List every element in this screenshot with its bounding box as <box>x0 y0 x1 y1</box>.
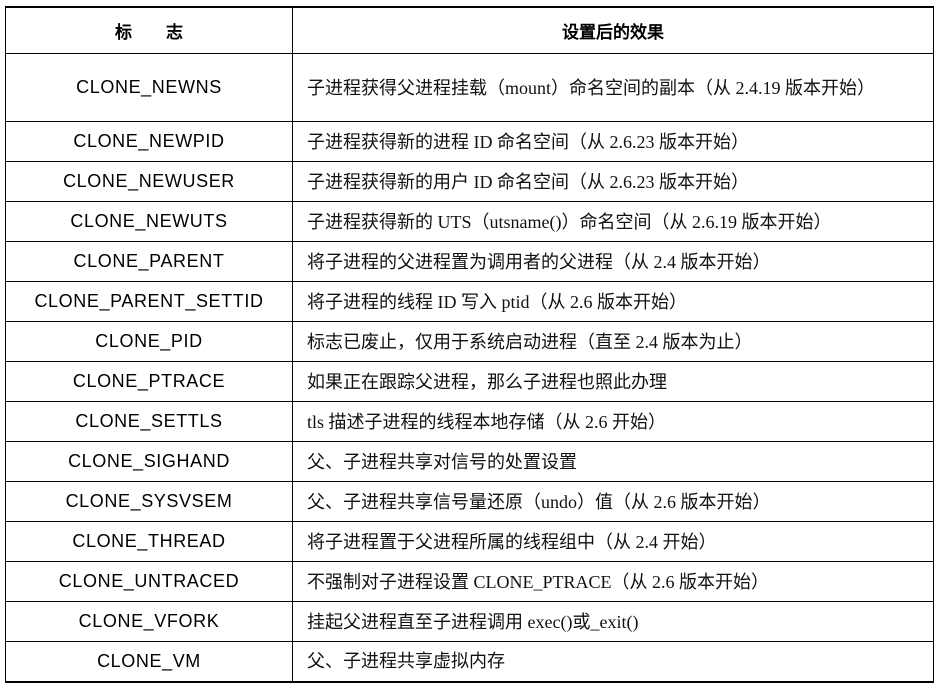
effect-cell: 子进程获得新的用户 ID 命名空间（从 2.6.23 版本开始） <box>292 161 934 202</box>
effect-cell: 子进程获得父进程挂载（mount）命名空间的副本（从 2.4.19 版本开始） <box>292 53 934 122</box>
effect-cell: 父、子进程共享对信号的处置设置 <box>292 441 934 482</box>
flag-cell: CLONE_SIGHAND <box>5 441 293 482</box>
flag-cell: CLONE_THREAD <box>5 521 293 562</box>
effect-cell: tls 描述子进程的线程本地存储（从 2.6 开始） <box>292 401 934 442</box>
table-row: CLONE_NEWNS 子进程获得父进程挂载（mount）命名空间的副本（从 2.… <box>5 53 934 122</box>
table-row: CLONE_NEWPID 子进程获得新的进程 ID 命名空间（从 2.6.23 版… <box>5 121 934 162</box>
effect-cell: 挂起父进程直至子进程调用 exec()或_exit() <box>292 601 934 642</box>
flag-cell: CLONE_NEWPID <box>5 121 293 162</box>
table-body: CLONE_NEWNS 子进程获得父进程挂载（mount）命名空间的副本（从 2.… <box>5 53 934 682</box>
flag-cell: CLONE_PID <box>5 321 293 362</box>
flag-cell: CLONE_VFORK <box>5 601 293 642</box>
table-row: CLONE_VFORK 挂起父进程直至子进程调用 exec()或_exit() <box>5 601 934 642</box>
effect-cell: 将子进程置于父进程所属的线程组中（从 2.4 开始） <box>292 521 934 562</box>
flag-cell: CLONE_PTRACE <box>5 361 293 402</box>
header-effect: 设置后的效果 <box>292 6 934 54</box>
table-row: CLONE_THREAD 将子进程置于父进程所属的线程组中（从 2.4 开始） <box>5 521 934 562</box>
flag-cell: CLONE_PARENT <box>5 241 293 282</box>
flag-cell: CLONE_VM <box>5 641 293 682</box>
effect-cell: 不强制对子进程设置 CLONE_PTRACE（从 2.6 版本开始） <box>292 561 934 602</box>
flag-cell: CLONE_NEWUTS <box>5 201 293 242</box>
effect-cell: 父、子进程共享信号量还原（undo）值（从 2.6 版本开始） <box>292 481 934 522</box>
flag-cell: CLONE_SYSVSEM <box>5 481 293 522</box>
flag-cell: CLONE_NEWNS <box>5 53 293 122</box>
table-row: CLONE_PARENT_SETTID 将子进程的线程 ID 写入 ptid（从 … <box>5 281 934 322</box>
flag-cell: CLONE_NEWUSER <box>5 161 293 202</box>
table-row: CLONE_PTRACE 如果正在跟踪父进程，那么子进程也照此办理 <box>5 361 934 402</box>
table-row: CLONE_SETTLS tls 描述子进程的线程本地存储（从 2.6 开始） <box>5 401 934 442</box>
effect-cell: 子进程获得新的进程 ID 命名空间（从 2.6.23 版本开始） <box>292 121 934 162</box>
effect-cell: 将子进程的线程 ID 写入 ptid（从 2.6 版本开始） <box>292 281 934 322</box>
table-row: CLONE_NEWUTS 子进程获得新的 UTS（utsname()）命名空间（从… <box>5 201 934 242</box>
table-row: CLONE_VM 父、子进程共享虚拟内存 <box>5 641 934 682</box>
effect-cell: 子进程获得新的 UTS（utsname()）命名空间（从 2.6.19 版本开始… <box>292 201 934 242</box>
flag-cell: CLONE_PARENT_SETTID <box>5 281 293 322</box>
header-row: 标 志 设置后的效果 <box>5 6 934 54</box>
table-row: CLONE_PARENT 将子进程的父进程置为调用者的父进程（从 2.4 版本开始… <box>5 241 934 282</box>
table-row: CLONE_SYSVSEM 父、子进程共享信号量还原（undo）值（从 2.6 版… <box>5 481 934 522</box>
effect-cell: 标志已废止，仅用于系统启动进程（直至 2.4 版本为止） <box>292 321 934 362</box>
flag-cell: CLONE_SETTLS <box>5 401 293 442</box>
table-row: CLONE_PID 标志已废止，仅用于系统启动进程（直至 2.4 版本为止） <box>5 321 934 362</box>
clone-flags-table: 标 志 设置后的效果 CLONE_NEWNS 子进程获得父进程挂载（mount）命… <box>5 6 934 683</box>
table-row: CLONE_UNTRACED 不强制对子进程设置 CLONE_PTRACE（从 2… <box>5 561 934 602</box>
effect-cell: 将子进程的父进程置为调用者的父进程（从 2.4 版本开始） <box>292 241 934 282</box>
flag-cell: CLONE_UNTRACED <box>5 561 293 602</box>
table-row: CLONE_NEWUSER 子进程获得新的用户 ID 命名空间（从 2.6.23 … <box>5 161 934 202</box>
effect-cell: 父、子进程共享虚拟内存 <box>292 641 934 682</box>
header-flag: 标 志 <box>5 6 293 54</box>
table-row: CLONE_SIGHAND 父、子进程共享对信号的处置设置 <box>5 441 934 482</box>
effect-cell: 如果正在跟踪父进程，那么子进程也照此办理 <box>292 361 934 402</box>
